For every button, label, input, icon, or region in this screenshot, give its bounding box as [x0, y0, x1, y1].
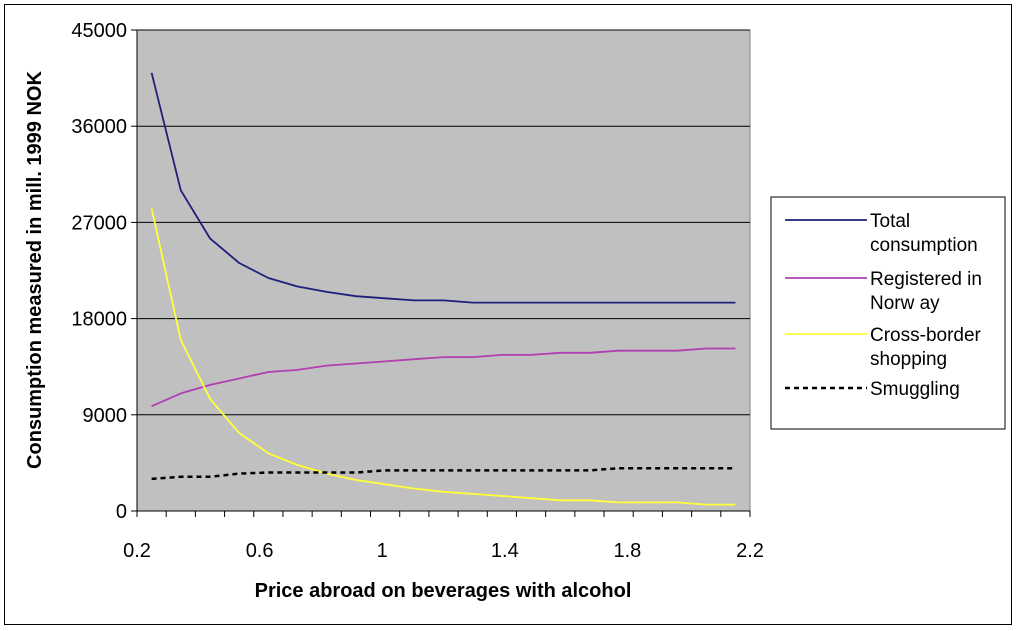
x-tick-label: 2.2 — [736, 540, 764, 562]
legend-label: Smuggling — [870, 379, 960, 400]
x-tick-label: 1 — [377, 540, 388, 562]
series-line-cross-border-shopping — [150, 208, 736, 506]
x-tick-label: 0.6 — [246, 540, 274, 562]
series-lines — [150, 72, 736, 506]
legend-box — [770, 196, 1006, 430]
y-tick-label: 45000 — [71, 20, 127, 42]
x-axis-title: Price abroad on beverages with alcohol — [255, 580, 632, 602]
y-axis-title: Consumption measured in mill. 1999 NOK — [24, 71, 46, 469]
line-chart: 0 9000 18000 27000 36000 45000 0.2 0.6 1 1.4 1.8 2… — [24, 20, 1006, 602]
y-tick-label: 36000 — [71, 116, 127, 138]
series-line-smuggling — [151, 466, 736, 481]
legend-label: Cross-border shopping — [870, 325, 982, 370]
chart-frame: 0 9000 18000 27000 36000 45000 0.2 0.6 1 1.4 1.8 2… — [4, 4, 1012, 625]
y-tick-label: 9000 — [83, 405, 128, 427]
series-line-total-consumption — [150, 72, 736, 304]
plot-area — [136, 29, 751, 512]
y-tick-label: 27000 — [71, 212, 127, 234]
y-tick-label: 0 — [116, 501, 127, 523]
x-tick-label: 0.2 — [123, 540, 151, 562]
y-tick-labels: 0 9000 18000 27000 36000 45000 — [71, 20, 127, 523]
x-tick-labels: 0.2 0.6 1 1.4 1.8 2.2 — [123, 540, 764, 562]
y-tick-label: 18000 — [71, 309, 127, 331]
legend-label: Registered in Norw ay — [870, 269, 982, 314]
axes — [131, 29, 751, 517]
series-line-registered-in-norway — [151, 347, 736, 408]
gridlines — [137, 29, 750, 416]
legend-label: Total consumption — [870, 211, 978, 256]
x-tick-label: 1.8 — [613, 540, 641, 562]
legend: Total consumption Registered in Norw ay Cros… — [770, 196, 1006, 430]
x-tick-label: 1.4 — [491, 540, 519, 562]
legend-entries: Total consumption Registered in Norw ay Cros… — [785, 211, 982, 400]
